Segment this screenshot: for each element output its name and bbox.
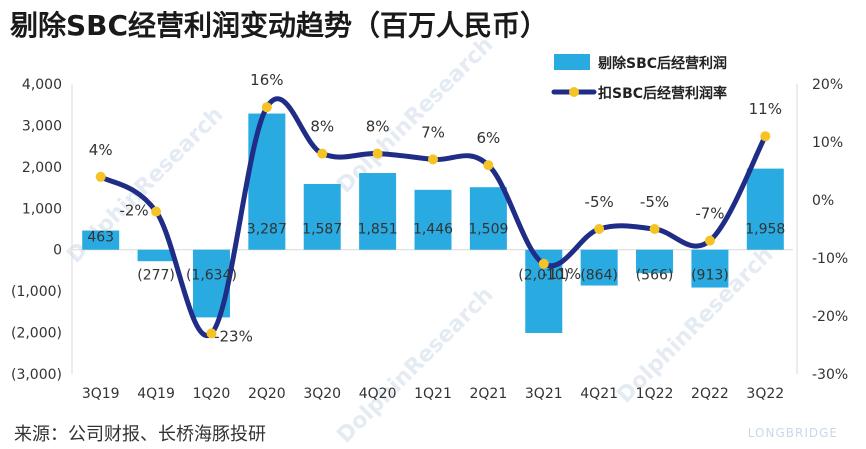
x-tick-label: 1Q20: [193, 386, 231, 402]
bar-value-label: (277): [137, 268, 175, 284]
line-value-label: -7%: [695, 205, 724, 223]
bar-value-label: (864): [580, 268, 618, 284]
y-right-tick-label: 20%: [812, 77, 843, 93]
watermark-text: DolphinResearch: [332, 32, 498, 198]
bar: [691, 249, 729, 288]
line-point: [483, 160, 494, 171]
bar: [636, 249, 674, 274]
legend-marker: [569, 87, 579, 97]
line-series: [95, 96, 771, 339]
line-point: [428, 154, 438, 165]
bar: [746, 168, 784, 250]
y-right-tick-label: -30%: [812, 367, 848, 383]
chart-axes: (3,000) (2,000) (1,000) 0 1,000 2,000 3,000 4,0…: [11, 77, 848, 402]
bar-value-label: (913): [691, 268, 729, 284]
line-point: [317, 148, 328, 159]
legend-label-bar: 剔除SBC后经营利润: [597, 55, 727, 72]
line-value-label: 8%: [310, 118, 334, 136]
bar: [580, 249, 618, 286]
x-tick-label: 3Q21: [525, 386, 563, 402]
y-left-tick-label: 2,000: [22, 160, 62, 176]
bar-value-label: (1,634): [186, 268, 237, 284]
y-right-tick-label: -10%: [812, 251, 848, 267]
legend-label-line: 扣SBC后经营利润率: [598, 85, 727, 102]
chart-title: 剔除SBC经营利润变动趋势（百万人民币）: [10, 9, 549, 42]
x-tick-label: 1Q22: [636, 386, 674, 402]
x-tick-label: 2Q21: [470, 386, 508, 402]
bar-value-label: 1,851: [358, 222, 398, 238]
bar: [137, 249, 175, 262]
bar-series: [82, 113, 784, 333]
y-right-tick-label: 10%: [812, 135, 843, 151]
line-value-label: -5%: [585, 193, 614, 211]
bar-value-label: 1,446: [413, 222, 453, 238]
data-labels: 463 (277) (1,634) 3,287 1,587 1,851 1,446 1,509…: [87, 71, 785, 345]
bar-value-label: 1,509: [468, 222, 508, 238]
x-tick-label: 3Q19: [82, 386, 120, 402]
line-value-label: 11%: [749, 100, 782, 118]
line-value-label: 8%: [366, 118, 390, 136]
x-tick-label: 2Q22: [691, 386, 729, 402]
line-point: [372, 148, 383, 159]
y-left-tick-label: 0: [53, 243, 62, 259]
bar: [469, 187, 507, 250]
line-value-label: -23%: [214, 327, 253, 345]
bar: [303, 183, 341, 250]
y-left-tick-label: (2,000): [11, 326, 62, 342]
watermark-text: DolphinResearch: [332, 282, 498, 448]
line-point: [704, 235, 715, 246]
bar-value-label: 1,958: [745, 222, 785, 238]
y-left-tick-label: (3,000): [11, 367, 62, 383]
line-point: [206, 328, 217, 339]
bar-value-label: 3,287: [247, 222, 287, 238]
line-value-label: 4%: [89, 141, 113, 159]
y-right-tick-label: -20%: [812, 309, 848, 325]
line-point: [760, 131, 771, 142]
y-left-tick-label: 1,000: [22, 201, 62, 217]
x-tick-label: 1Q21: [414, 386, 452, 402]
x-tick-label: 2Q20: [248, 386, 286, 402]
bar: [359, 173, 397, 250]
line-value-label: -11%: [542, 265, 581, 283]
x-tick-label: 3Q22: [746, 386, 784, 402]
line-value-label: -2%: [119, 202, 148, 220]
bar: [414, 189, 452, 250]
x-tick-label: 3Q20: [303, 386, 341, 402]
y-left-tick-label: 4,000: [22, 77, 62, 93]
y-left-tick-label: 3,000: [22, 118, 62, 134]
line-value-label: 6%: [476, 129, 500, 147]
x-tick-label: 4Q21: [580, 386, 618, 402]
legend-swatch-bar: [554, 54, 590, 70]
x-tick-label: 4Q20: [359, 386, 397, 402]
brand-watermark: LONGBRIDGE: [747, 426, 838, 440]
bar-value-label: (566): [636, 268, 674, 284]
line-point: [95, 171, 106, 182]
line-point: [649, 224, 660, 234]
line-point: [151, 206, 162, 217]
y-right-tick-label: 0%: [812, 193, 834, 209]
x-tick-label: 4Q19: [137, 386, 175, 402]
line-value-label: 7%: [421, 123, 445, 141]
bar-value-label: 463: [87, 230, 114, 246]
line-value-label: -5%: [640, 193, 669, 211]
bar: [82, 230, 120, 250]
bar-value-label: (2,010): [518, 268, 569, 284]
line-point: [594, 224, 605, 234]
source-note: 来源：公司财报、长桥海豚投研: [14, 424, 266, 445]
y-left-tick-label: (1,000): [11, 284, 62, 300]
bar-value-label: 1,587: [302, 222, 342, 238]
line-value-label: 16%: [250, 71, 283, 89]
line-point: [538, 258, 549, 269]
line-point: [261, 102, 272, 113]
